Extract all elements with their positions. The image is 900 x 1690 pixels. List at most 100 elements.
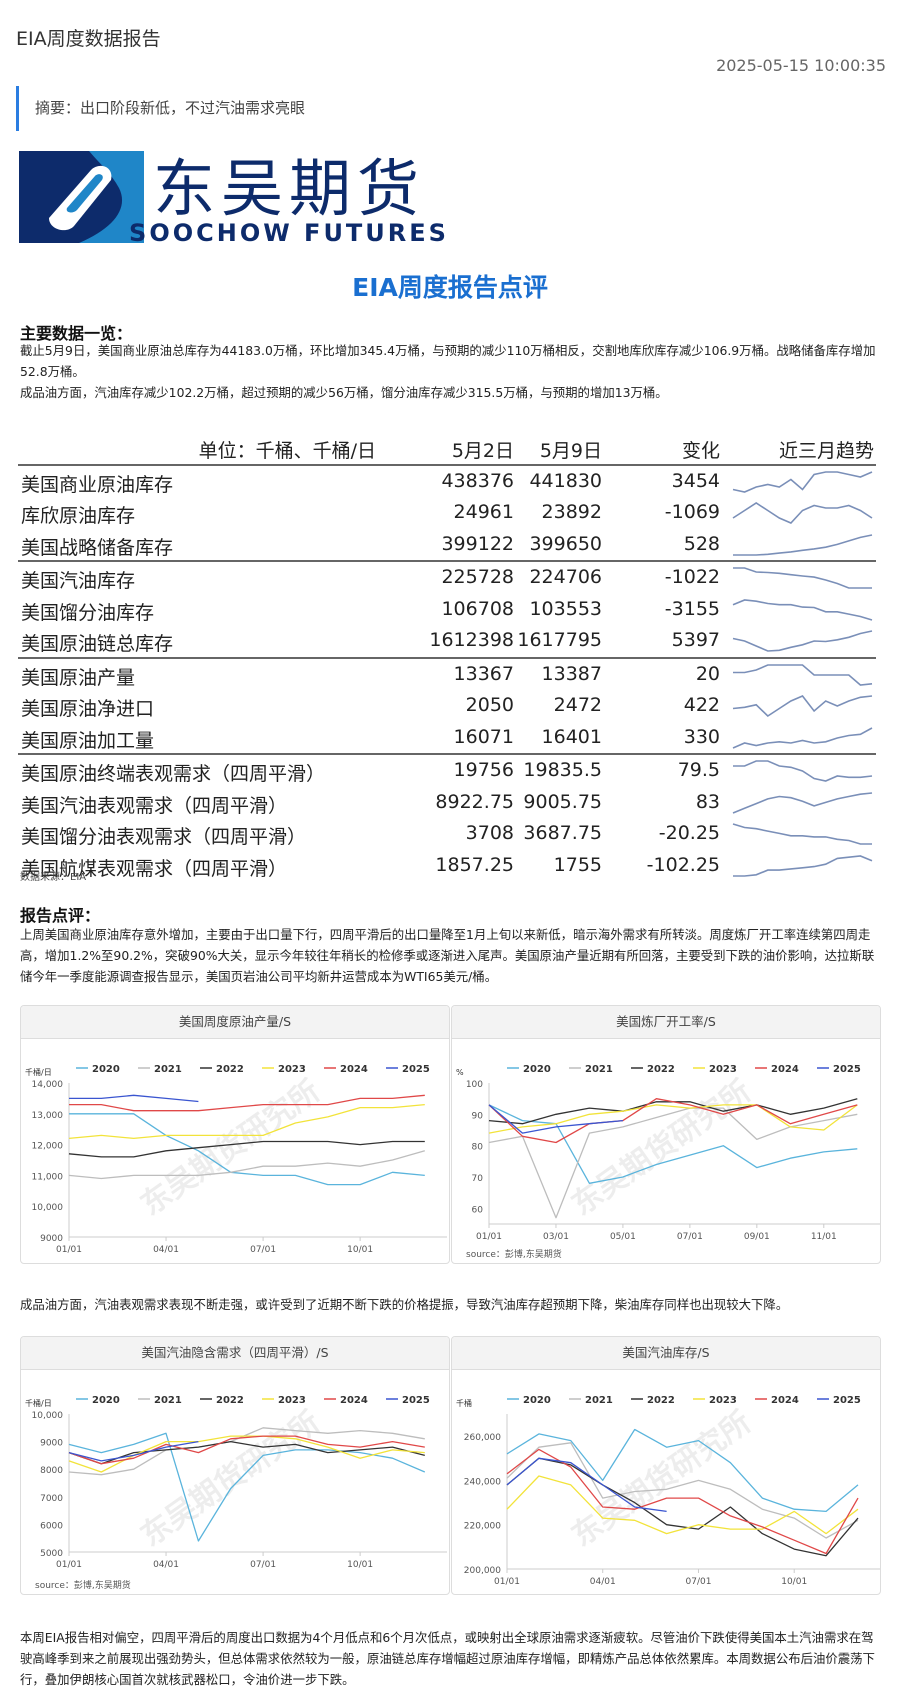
key-data-table: 单位：千桶、千桶/日 5月2日 5月9日 变化 近三月趋势 美国商业原油库存 43… (18, 432, 876, 881)
x-tick-label: 11/01 (811, 1232, 837, 1242)
sparkline-path (732, 502, 873, 524)
header-prev: 5月2日 (451, 440, 514, 462)
legend-label: 2021 (585, 1395, 613, 1406)
chart-source: source：彭博,东吴期货 (466, 1248, 562, 1260)
x-tick-label: 03/01 (543, 1232, 569, 1242)
x-tick-label: 04/01 (590, 1577, 616, 1587)
y-tick-label: 70 (472, 1174, 484, 1184)
row-label: 美国原油产量 (21, 666, 136, 689)
sparkline-path (732, 695, 873, 718)
y-unit-label: 千桶 (456, 1398, 472, 1408)
x-tick-label: 01/01 (494, 1577, 520, 1587)
legend-label: 2025 (402, 1064, 430, 1075)
legend-label: 2024 (771, 1064, 799, 1075)
legend-label: 2020 (92, 1395, 120, 1406)
value-may-9: 399650 (529, 532, 602, 555)
legend-label: 2023 (278, 1064, 306, 1075)
table-row: 美国汽油表观需求（四周平滑） 8922.75 9005.75 83 (18, 787, 876, 819)
legend-label: 2025 (833, 1395, 861, 1406)
value-change: 422 (683, 694, 720, 716)
trend-sparkline (733, 533, 873, 556)
table-row: 美国原油终端表观需求（四周平滑） 19756 19835.5 79.5 (18, 755, 876, 787)
trend-sparkline (733, 567, 872, 589)
sparkline-path (732, 823, 872, 845)
series-line-2025 (68, 1440, 199, 1462)
series-line-2021 (506, 1442, 859, 1539)
x-tick-label: 01/01 (476, 1232, 502, 1242)
series-line-2023 (488, 1104, 858, 1134)
value-may-2: 2050 (465, 694, 514, 716)
value-may-9: 16401 (541, 725, 602, 748)
legend-label: 2024 (340, 1064, 368, 1075)
legend-label: 2021 (585, 1064, 613, 1075)
value-may-2: 3708 (465, 822, 514, 844)
y-tick-label: 6000 (40, 1521, 63, 1531)
sparkline-path (732, 791, 873, 814)
chart-title: 美国周度原油产量/S (21, 1006, 449, 1039)
value-change: -3155 (664, 597, 720, 620)
series-line-2024 (506, 1448, 859, 1555)
y-tick-label: 10,000 (32, 1203, 64, 1213)
table-row: 美国原油净进口 2050 2472 422 (18, 690, 876, 722)
chart-gasoline-demand: 美国汽油隐含需求（四周平滑）/S 东吴期货研究所 5000 6000 7000 8000 9… (20, 1336, 450, 1595)
legend-label: 2023 (709, 1395, 737, 1406)
trend-sparkline (733, 760, 873, 782)
legend-label: 2025 (402, 1395, 430, 1406)
series-line-2020 (68, 1432, 426, 1542)
value-may-2: 399122 (441, 532, 514, 555)
legend-label: 2024 (771, 1395, 799, 1406)
row-label: 美国馏分油表观需求（四周平滑） (21, 826, 307, 848)
x-tick-label: 10/01 (347, 1560, 373, 1570)
y-tick-label: 10,000 (32, 1411, 64, 1421)
sparkline-path (732, 726, 873, 749)
value-may-2: 225728 (441, 566, 514, 588)
y-tick-label: 7000 (40, 1494, 63, 1504)
value-may-9: 2472 (553, 694, 602, 716)
value-may-9: 224706 (529, 566, 602, 588)
value-change: 79.5 (677, 759, 720, 781)
row-label: 美国汽油库存 (21, 570, 136, 592)
table-row: 美国原油产量 13367 13387 20 (18, 659, 876, 691)
row-label: 美国原油链总库存 (21, 633, 174, 655)
value-change: -20.25 (658, 822, 720, 844)
value-may-2: 106708 (441, 597, 514, 620)
value-change: 5397 (671, 629, 720, 651)
table-row: 美国汽油库存 225728 224706 -1022 (18, 562, 876, 594)
x-tick-label: 07/01 (250, 1560, 276, 1570)
table-row: 美国原油链总库存 1612398 1617795 5397 (18, 625, 876, 659)
legend-label: 2020 (92, 1064, 120, 1075)
y-tick-label: 220,000 (464, 1522, 501, 1532)
header-trend: 近三月趋势 (778, 440, 874, 462)
series-line-2021 (68, 1150, 425, 1180)
chart-plot: 东吴期货研究所200,000220,000240,000260,00001/01… (456, 1395, 880, 1587)
key-data-title: 主要数据一览： (20, 324, 133, 343)
value-may-9: 19835.5 (523, 759, 602, 781)
legend-label: 2021 (154, 1064, 182, 1075)
document-title: EIA周度数据报告 (16, 28, 161, 50)
row-label: 美国原油终端表观需求（四周平滑） (21, 763, 326, 785)
value-change: -1022 (664, 566, 720, 588)
trend-sparkline (732, 823, 872, 845)
row-label: 美国原油净进口 (21, 698, 155, 720)
x-tick-label: 07/01 (677, 1232, 703, 1242)
chart-gasoline-inventory: 美国汽油库存/S 东吴期货研究所 200,000 220,000 240,000 260,… (451, 1336, 881, 1595)
watermark: 东吴期货研究所 (135, 1074, 327, 1223)
series-line-2020 (69, 1113, 425, 1186)
value-change: -1069 (664, 501, 720, 523)
legend-label: 2024 (340, 1395, 368, 1406)
table-row: 美国商业原油库存 438376 441830 3454 (18, 466, 876, 498)
trend-sparkline (732, 726, 873, 749)
legend-label: 2022 (647, 1395, 675, 1406)
chart-refinery-utilization: 美国炼厂开工率/S 东吴期货研究所 60 70 80 90 100 01/01 03/01 05/… (451, 1005, 881, 1264)
sparkline-path (732, 630, 873, 652)
legend-label: 2022 (216, 1064, 244, 1075)
y-tick-label: 9000 (40, 1439, 63, 1449)
x-tick-label: 10/01 (781, 1577, 807, 1587)
y-unit-label: 千桶/日 (25, 1398, 52, 1408)
trend-sparkline (733, 854, 873, 877)
value-may-2: 1612398 (429, 629, 514, 651)
series-line-2024 (488, 1098, 858, 1144)
trend-sparkline (732, 502, 873, 524)
table-row: 库欣原油库存 24961 23892 -1069 (18, 497, 876, 529)
value-may-9: 1755 (553, 853, 602, 876)
